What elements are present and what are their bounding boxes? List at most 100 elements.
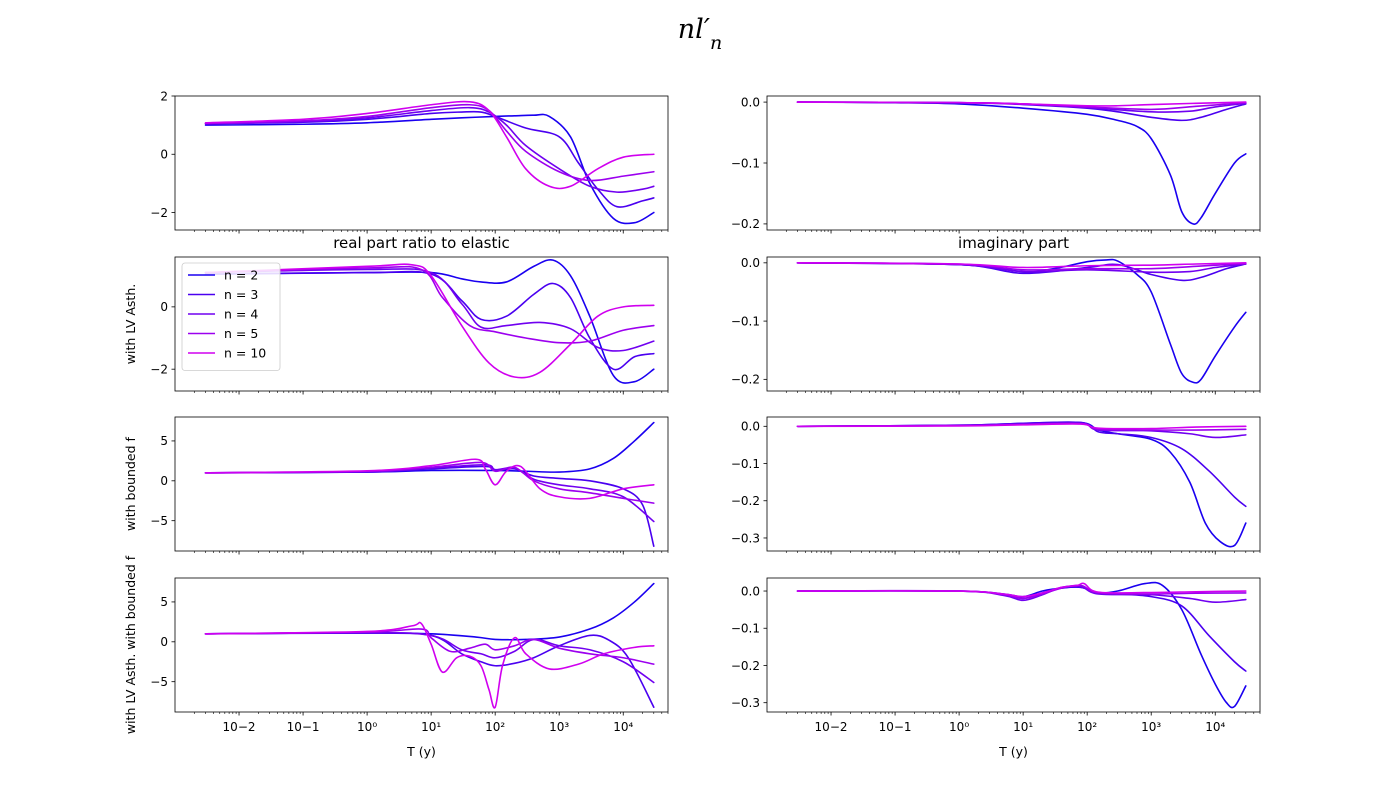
series-line-n3 <box>204 270 655 371</box>
x-tick-label: 10² <box>1077 720 1097 734</box>
x-tick-label: 10−1 <box>879 720 912 734</box>
series-line-n10 <box>204 621 655 709</box>
series-line-n5 <box>204 628 655 665</box>
y-tick-label: 0.0 <box>741 256 760 270</box>
y-axis-label: with LV Asth. with bounded f <box>123 555 138 734</box>
x-tick-label: 10² <box>485 720 505 734</box>
y-tick-label: −0.1 <box>731 156 760 170</box>
series-line-n10 <box>204 458 655 500</box>
series-line-n2 <box>796 101 1247 225</box>
x-tick-label: 10⁴ <box>1205 720 1225 734</box>
y-tick-label: −0.1 <box>731 457 760 471</box>
series-line-n4 <box>204 268 655 352</box>
title-imaginary-part: imaginary part <box>958 234 1069 252</box>
series-line-n2 <box>796 258 1247 384</box>
series-line-n2 <box>204 113 655 225</box>
y-tick-label: −2 <box>150 362 168 376</box>
title-real-part: real part ratio to elastic <box>333 234 510 252</box>
series-line-n10 <box>204 100 655 190</box>
series-line-n5 <box>204 265 655 344</box>
y-tick-label: −0.3 <box>731 531 760 545</box>
x-axis-label: T (y) <box>998 744 1028 759</box>
y-tick-label: −0.2 <box>731 217 760 231</box>
y-tick-label: 5 <box>160 595 168 609</box>
panel-imag-r3 <box>763 425 1261 555</box>
legend-entry: n = 10 <box>224 346 266 361</box>
y-tick-label: −0.2 <box>731 373 760 387</box>
x-tick-label: 10³ <box>549 720 569 734</box>
legend-entry: n = 5 <box>224 326 258 341</box>
series-line-n3 <box>204 632 655 709</box>
x-tick-label: 10³ <box>1141 720 1161 734</box>
x-tick-label: 10⁰ <box>357 720 377 734</box>
x-tick-label: 10−2 <box>815 720 848 734</box>
y-axis-label: with bounded f <box>123 436 138 530</box>
series-line-n10 <box>796 582 1247 598</box>
panel-imag-r1 <box>763 101 1261 234</box>
series-group <box>204 582 655 709</box>
panel-imag-r2 <box>763 262 1261 395</box>
y-tick-label: 0.0 <box>741 420 760 434</box>
axes-frame <box>766 256 1261 392</box>
series-line-n3 <box>796 421 1247 508</box>
x-tick-label: 10−1 <box>287 720 320 734</box>
axes-frame <box>174 577 669 713</box>
series-line-n4 <box>204 106 655 193</box>
series-line-n10 <box>204 263 655 379</box>
x-tick-label: 10¹ <box>421 720 441 734</box>
y-tick-label: 0.0 <box>741 95 760 109</box>
y-tick-label: 0.0 <box>741 584 760 598</box>
axes-frame <box>766 577 1261 713</box>
legend-box <box>181 262 281 371</box>
series-group <box>796 258 1247 384</box>
x-tick-label: 10¹ <box>1013 720 1033 734</box>
y-tick-label: 0 <box>160 474 168 488</box>
axes-frame <box>766 95 1261 231</box>
legend: n = 2 n = 3 n = 4 n = 5 n = 10 <box>181 262 281 371</box>
series-line-n3 <box>204 465 655 548</box>
y-tick-label: −0.1 <box>731 314 760 328</box>
x-tick-label: 10⁴ <box>613 720 633 734</box>
axes-frame <box>766 416 1261 552</box>
y-tick-label: 0 <box>160 635 168 649</box>
series-line-n2 <box>796 421 1247 548</box>
series-group <box>204 258 655 384</box>
axes-frame <box>174 416 669 552</box>
y-tick-label: −5 <box>150 675 168 689</box>
figure-suptitle: nl′n <box>678 14 722 54</box>
series-group <box>204 100 655 225</box>
series-line-n4 <box>204 631 655 684</box>
y-tick-label: 0 <box>160 148 168 162</box>
x-tick-label: 10−2 <box>223 720 256 734</box>
y-tick-label: −0.1 <box>731 622 760 636</box>
y-tick-label: −0.3 <box>731 696 760 710</box>
series-group <box>796 101 1247 225</box>
y-tick-label: 0 <box>160 300 168 314</box>
y-axis-label: with LV Asth. <box>123 284 138 364</box>
y-tick-label: −2 <box>150 206 168 220</box>
axes-frame <box>174 256 669 392</box>
series-line-n10 <box>796 101 1247 107</box>
y-tick-label: −0.2 <box>731 659 760 673</box>
series-group <box>796 581 1247 709</box>
series-group <box>796 421 1247 548</box>
y-tick-label: 5 <box>160 434 168 448</box>
y-tick-label: 2 <box>160 89 168 103</box>
series-line-n10 <box>796 423 1247 430</box>
legend-entry: n = 2 <box>224 268 258 283</box>
x-tick-label: 10⁰ <box>949 720 969 734</box>
legend-entry: n = 4 <box>224 307 258 322</box>
legend-entry: n = 3 <box>224 287 258 302</box>
axes-frame <box>174 95 669 231</box>
series-line-n2 <box>204 582 655 641</box>
panel-real-r1 <box>171 95 669 234</box>
x-axis-label: T (y) <box>406 744 436 759</box>
y-tick-label: −5 <box>150 514 168 528</box>
series-line-n10 <box>796 262 1247 269</box>
y-tick-label: −0.2 <box>731 494 760 508</box>
series-line-n3 <box>204 110 655 208</box>
series-group <box>204 421 655 548</box>
series-line-n2 <box>796 581 1247 709</box>
series-line-n5 <box>204 103 655 182</box>
